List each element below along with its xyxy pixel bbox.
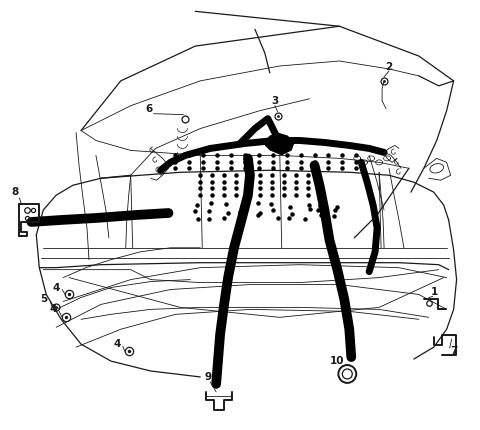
Text: 4: 4 xyxy=(113,339,120,349)
Text: 6: 6 xyxy=(145,104,152,114)
Text: 4: 4 xyxy=(52,283,60,292)
Text: 2: 2 xyxy=(385,62,393,72)
Text: 5: 5 xyxy=(41,295,48,304)
Text: 4: 4 xyxy=(49,304,57,314)
Text: 10: 10 xyxy=(330,356,345,366)
Text: 8: 8 xyxy=(12,187,19,197)
Text: 7: 7 xyxy=(450,346,457,356)
Text: 9: 9 xyxy=(204,372,212,382)
Text: 3: 3 xyxy=(271,96,278,106)
Polygon shape xyxy=(265,132,295,155)
Text: 1: 1 xyxy=(431,286,438,297)
